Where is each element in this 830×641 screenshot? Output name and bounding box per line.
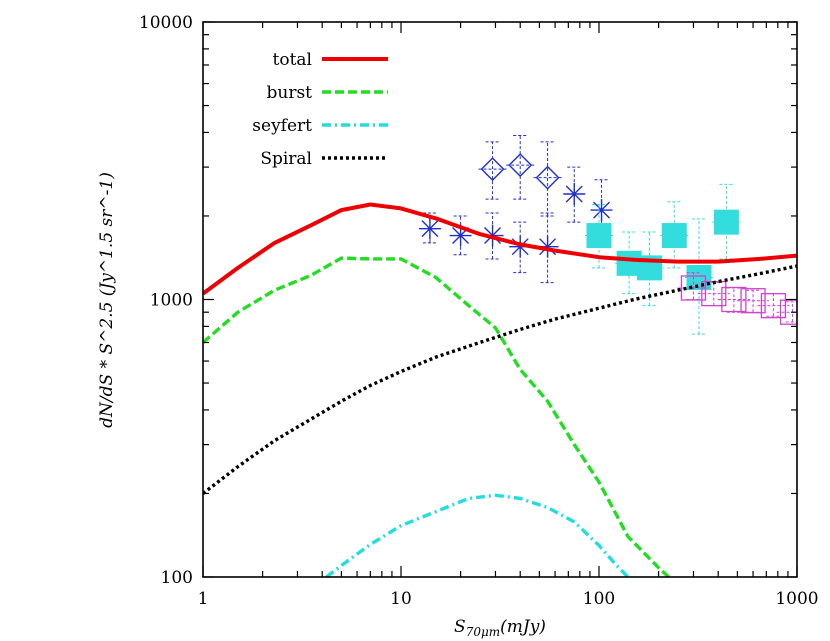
x-axis-label-sub: 70μm — [466, 625, 500, 639]
data-point-open-square — [677, 272, 710, 301]
data-point-diamond — [506, 134, 535, 200]
axis-ticks — [202, 21, 798, 578]
x-tick-label: 10 — [390, 589, 412, 609]
series-line-burst — [203, 256, 670, 577]
x-axis-label: S70μm(mJy) — [454, 617, 546, 639]
data-point-asterisk — [449, 215, 472, 256]
data-point-filled-square — [585, 203, 613, 269]
legend-label-spiral: Spiral — [260, 149, 312, 169]
data-point-open-square — [757, 293, 790, 319]
plot-frame — [202, 21, 798, 578]
model-curves — [203, 202, 797, 577]
data-point-diamond — [533, 141, 562, 217]
y-tick-label: 100 — [161, 568, 193, 588]
data-point-filled-square — [685, 218, 714, 335]
legend-label-burst: burst — [266, 83, 312, 103]
x-tick-label: 1 — [198, 589, 209, 609]
legend: total burst seyfert Spiral — [252, 50, 388, 169]
y-tick-label: 10000 — [139, 13, 193, 33]
series-line-spiral — [203, 264, 797, 495]
data-point-filled-square — [712, 183, 741, 260]
data-point-asterisk — [418, 212, 441, 244]
legend-label-seyfert: seyfert — [252, 116, 312, 136]
data-point-open-square — [737, 288, 770, 314]
y-tick-label: 1000 — [150, 291, 193, 311]
series-line-seyfert — [325, 493, 630, 577]
legend-label-total: total — [273, 50, 312, 70]
y-axis-label: dN/dS * S^2.5 (Jy^1.5 sr^-1) — [97, 172, 117, 428]
data-point-filled-square — [660, 201, 689, 269]
x-axis-label-unit: (mJy) — [500, 617, 546, 637]
data-point-asterisk — [563, 166, 586, 223]
x-axis-label-main: S — [454, 617, 466, 637]
data-point-diamond — [478, 141, 507, 200]
data-point-open-square — [717, 286, 750, 313]
axis-tick-labels: 1 10 100 1000 100 1000 10000 — [139, 13, 819, 609]
x-tick-label: 1000 — [775, 589, 818, 609]
x-tick-label: 100 — [583, 589, 615, 609]
series-line-total — [203, 202, 797, 296]
